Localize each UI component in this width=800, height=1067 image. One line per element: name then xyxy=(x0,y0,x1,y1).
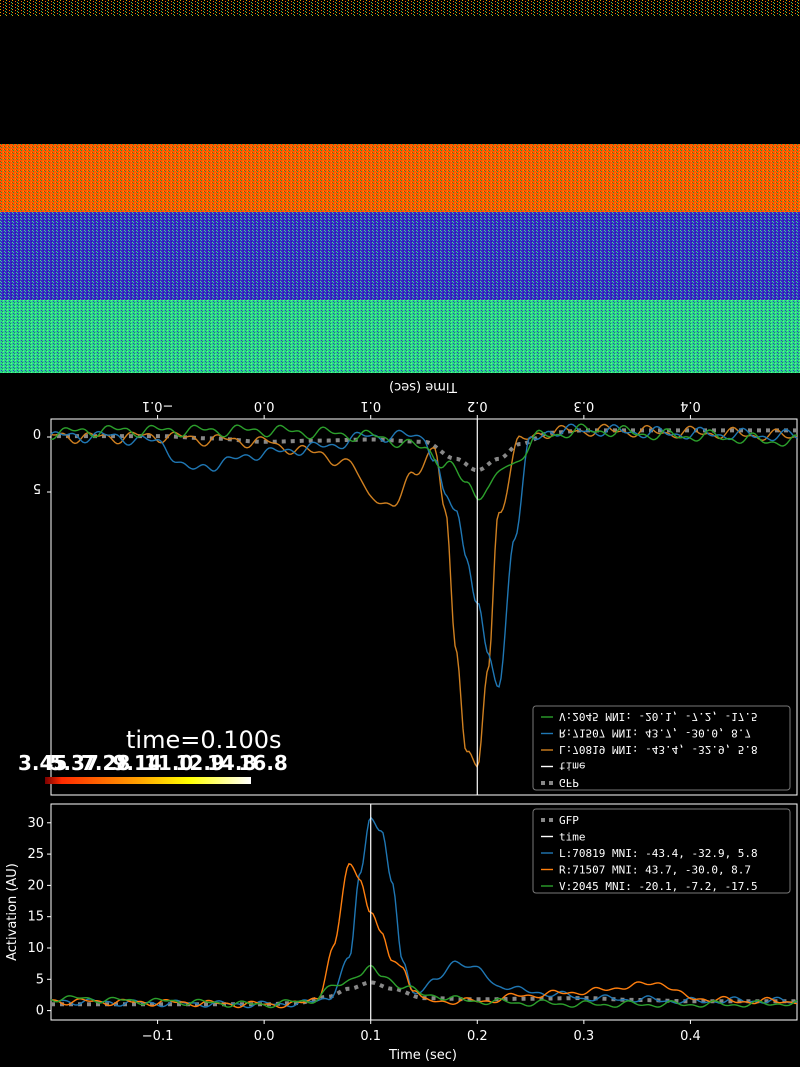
activation-y-tick-label-4: 20 xyxy=(27,878,44,893)
mirrored-x-tick-label-3: 0.2 xyxy=(467,398,488,413)
activation-axes-frame xyxy=(50,803,798,1021)
mirrored-series-r-71507 xyxy=(50,423,798,688)
mirrored-series-gfp xyxy=(51,428,797,473)
mirrored-legend-entry-0: V:2045 MNI: -20.1, -7.2, -17.5 xyxy=(559,710,758,723)
activation-y-tick-label-1: 5 xyxy=(36,972,44,987)
heatmap-orange-band xyxy=(0,144,800,212)
activation-heatmap xyxy=(0,0,800,373)
mirrored-series-group xyxy=(50,419,798,795)
mirrored-legend-entry-4: GFP xyxy=(559,776,579,789)
activation-legend-entry-1: time xyxy=(559,831,586,844)
heatmap-green-band xyxy=(0,300,800,373)
activation-x-tick-label-1: 0.0 xyxy=(254,1029,275,1044)
time-label: time=0.100s xyxy=(126,726,282,754)
colorbar-tick-1: 5.37 xyxy=(50,751,99,775)
activation-legend-entry-4: V:2045 MNI: -20.1, -7.2, -17.5 xyxy=(559,880,758,893)
colorbar-tick-7: 16.8 xyxy=(239,751,288,775)
activation-legend-box xyxy=(532,808,791,894)
mirrored-x-tick-label-0: −0.1 xyxy=(142,398,174,413)
activation-y-tick-label-0: 0 xyxy=(36,1004,44,1019)
mirrored-legend-box xyxy=(532,705,791,791)
activation-ylabel: Activation (AU) xyxy=(5,863,20,961)
mirrored-legend-entry-3: time xyxy=(559,760,586,773)
heatmap-top-band xyxy=(0,0,800,16)
colorbar-tick-5: 12.9 xyxy=(176,751,225,775)
activation-x-tick-label-3: 0.2 xyxy=(467,1029,488,1044)
activation-y-tick-label-5: 25 xyxy=(27,847,44,862)
activation-y-ticks: 0 5 10 15 20 25 30 xyxy=(27,816,51,1019)
mirrored-series xyxy=(50,419,798,795)
activation-x-tick-label-0: −0.1 xyxy=(142,1029,174,1044)
colorbar-tick-0: 3.45 xyxy=(18,751,67,775)
colorbar-tick-2: 7.28 xyxy=(81,751,130,775)
mirrored-legend-entry-1: R:71507 MNI: 43.7, -30.0, 8.7 xyxy=(559,727,751,740)
activation-y-tick-label-2: 10 xyxy=(27,941,44,956)
mirrored-x-tick-label-2: 0.1 xyxy=(360,398,381,413)
activation-legend-entry-2: L:70819 MNI: -43.4, -32.9, 5.8 xyxy=(559,847,758,860)
activation-x-tick-label-2: 0.1 xyxy=(360,1029,381,1044)
mirrored-axes-frame xyxy=(50,418,798,796)
activation-legend: GFP time L:70819 MNI: -43.4, -32.9, 5.8 R:7… xyxy=(532,808,791,894)
activation-x-tick-label-4: 0.3 xyxy=(574,1029,595,1044)
activation-x-tick-label-5: 0.4 xyxy=(680,1029,701,1044)
mirrored-x-ticks: −0.1 0.0 0.1 0.2 0.3 0.4 xyxy=(142,398,701,419)
heatmap-blue-band xyxy=(0,212,800,300)
mirrored-panel: Time (sec) −0.1 0.0 0.1 0.2 0.3 0.4 05 V:2045… xyxy=(33,379,798,796)
colorbar xyxy=(45,777,251,784)
colorbar-tick-3: 9.14 xyxy=(113,751,162,775)
activation-y-tick-label-6: 30 xyxy=(27,816,44,831)
mirrored-x-tick-label-1: 0.0 xyxy=(254,398,275,413)
colorbar-tick-6: 14.8 xyxy=(207,751,256,775)
mirrored-y-ticks: 05 xyxy=(33,425,51,495)
activation-xlabel: Time (sec) xyxy=(388,1048,457,1063)
mirrored-x-tick-label-5: 0.4 xyxy=(680,398,701,413)
mirrored-legend: V:2045 MNI: -20.1, -7.2, -17.5 R:71507 MN… xyxy=(532,705,791,791)
activation-series-v-2045 xyxy=(50,964,798,1009)
activation-series xyxy=(50,804,798,1020)
mirrored-xlabel: Time (sec) xyxy=(389,379,458,394)
activation-x-ticks: −0.1 0.0 0.1 0.2 0.3 0.4 xyxy=(142,1020,701,1044)
mirrored-x-tick-label-4: 0.3 xyxy=(574,398,595,413)
heatmap-black-band xyxy=(0,16,800,144)
mirrored-legend-entry-2: L:70819 MNI: -43.4, -32.9, 5.8 xyxy=(559,743,758,756)
activation-y-tick-label-3: 15 xyxy=(27,910,44,925)
activation-legend-entry-0: GFP xyxy=(559,814,579,827)
mirrored-y-tick-label-0: 0 xyxy=(33,425,41,440)
mirrored-series-v-2045 xyxy=(51,423,798,501)
mirrored-y-tick-label-1: 5 xyxy=(33,480,41,495)
activation-series-r-71507 xyxy=(50,862,798,1009)
activation-panel: Time (sec) Activation (AU) −0.1 0.0 0.1 0.2… xyxy=(5,803,798,1063)
colorbar-tick-4: 11.0 xyxy=(144,751,193,775)
activation-legend-entry-3: R:71507 MNI: 43.7, -30.0, 8.7 xyxy=(559,864,751,877)
